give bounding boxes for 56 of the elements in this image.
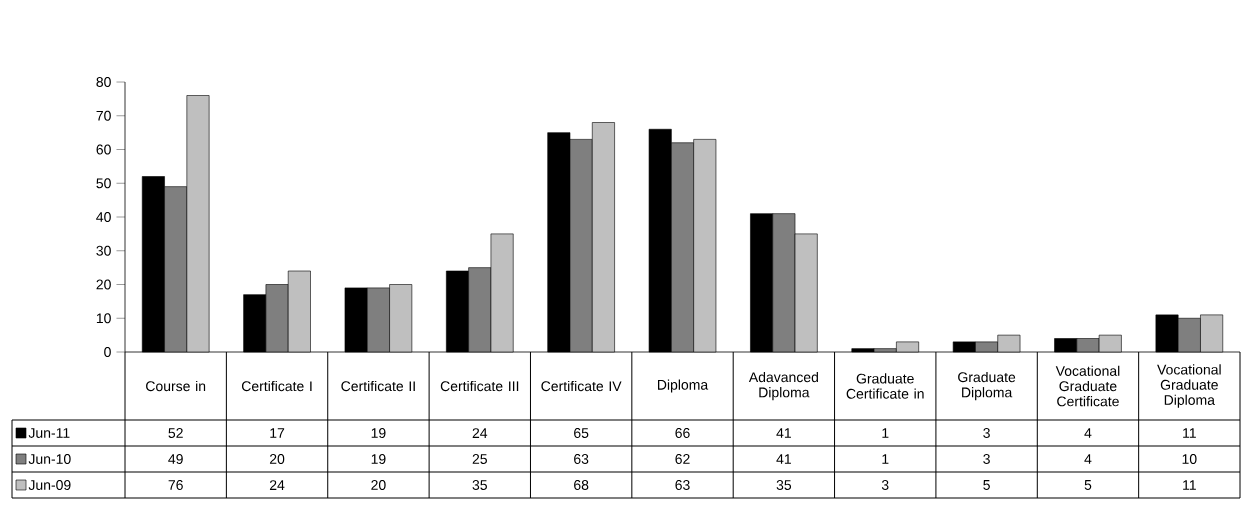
data-label: 3: [983, 428, 990, 438]
data-label: 20: [371, 480, 386, 490]
legend-label: Jun-10: [28, 454, 71, 464]
data-label: 11: [1183, 428, 1196, 438]
data-label: 41: [776, 454, 791, 464]
data-label: 24: [269, 480, 285, 490]
data-label: 76: [168, 480, 183, 490]
data-label: 5: [983, 480, 990, 490]
legend-label: Jun-09: [28, 480, 71, 490]
data-label: 11: [1183, 480, 1196, 490]
x-tick-label: Diploma: [658, 379, 709, 393]
data-label: 49: [168, 454, 183, 464]
x-tick-label: Certificate I: [241, 380, 312, 392]
data-label: 62: [675, 454, 690, 464]
data-label: 63: [675, 480, 690, 490]
data-label: 4: [1084, 428, 1092, 438]
y-tick-label: 80: [96, 77, 111, 87]
data-label: 41: [776, 428, 791, 438]
data-label: 17: [270, 428, 285, 438]
y-tick-label: 10: [96, 313, 111, 324]
data-label: 3: [983, 454, 990, 464]
data-label: 20: [269, 454, 285, 464]
data-label: 3: [881, 480, 889, 490]
y-tick-label: 40: [96, 212, 111, 222]
x-tick-label: Adavanced Diploma: [748, 371, 818, 401]
data-label: 25: [472, 454, 487, 464]
data-label: 5: [1084, 480, 1092, 490]
data-label: 1: [882, 454, 889, 464]
data-label: 19: [371, 428, 386, 438]
data-label: 24: [472, 428, 488, 438]
data-label: 19: [371, 454, 386, 464]
data-label: 10: [1182, 454, 1197, 464]
y-tick-label: 70: [96, 110, 111, 121]
legend-label: Jun-11: [28, 428, 70, 438]
y-tick-label: 30: [96, 245, 111, 256]
y-tick-label: 50: [96, 178, 111, 189]
y-tick-label: 20: [96, 279, 111, 290]
data-label: 35: [776, 480, 792, 490]
data-label: 1: [882, 428, 889, 438]
x-tick-label: Graduate Diploma: [958, 371, 1016, 401]
x-tick-label: Certificate III: [440, 380, 519, 392]
x-tick-label: Certificate II: [341, 380, 415, 392]
x-tick-label: Vocational Graduate Certificate: [1055, 365, 1120, 407]
data-label: 35: [472, 480, 487, 490]
data-label: 4: [1084, 454, 1092, 464]
data-label: 65: [574, 428, 589, 438]
y-tick-label: 60: [96, 144, 111, 155]
data-label: 63: [574, 454, 589, 464]
x-tick-label: Vocational Graduate Diploma: [1157, 364, 1221, 408]
x-tick-label: Graduate Certificate in: [846, 373, 924, 399]
x-tick-label: Course in: [146, 380, 206, 392]
y-tick-label: 0: [104, 347, 111, 357]
data-label: 68: [574, 480, 589, 490]
data-label: 52: [168, 428, 183, 438]
x-tick-label: Certificate IV: [541, 380, 622, 392]
data-label: 66: [675, 428, 690, 438]
